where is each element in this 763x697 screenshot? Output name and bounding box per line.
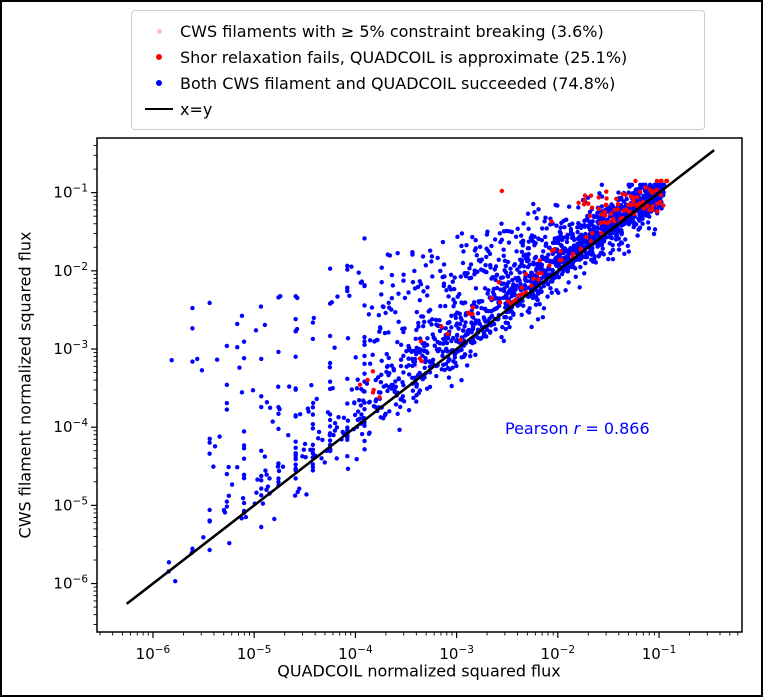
legend-item: x=y (138, 96, 698, 122)
legend: CWS filaments with ≥ 5% constraint break… (131, 10, 705, 130)
legend-marker (138, 107, 180, 111)
legend-label: x=y (180, 99, 213, 119)
plot-spines (96, 137, 743, 633)
legend-label: Shor relaxation fails, QUADCOIL is appro… (180, 47, 628, 67)
legend-marker (138, 54, 180, 60)
scatter-series-red (357, 178, 670, 400)
legend-item: Both CWS filament and QUADCOIL succeeded… (138, 70, 698, 96)
pearson-annotation: Pearson r = 0.866 (505, 419, 650, 438)
legend-marker-dot (156, 54, 162, 60)
scatter-layer (125, 149, 715, 605)
legend-marker (138, 28, 180, 34)
legend-marker (138, 80, 180, 86)
annotation-prefix: Pearson (505, 419, 574, 438)
tick-label: 10−2 (541, 644, 576, 663)
tick-label: 10−3 (439, 644, 474, 663)
x-axis-label: QUADCOIL normalized squared flux (277, 661, 561, 681)
tick-label: 10−5 (237, 644, 272, 663)
legend-marker-dot (156, 28, 162, 34)
identity-line (125, 149, 715, 605)
tick-label: 10−6 (136, 644, 171, 663)
tick-label: 10−1 (53, 183, 88, 202)
tick-label: 10−2 (53, 261, 88, 280)
tick-label: 10−6 (53, 574, 88, 593)
legend-item: Shor relaxation fails, QUADCOIL is appro… (138, 44, 698, 70)
legend-label: Both CWS filament and QUADCOIL succeeded… (180, 73, 616, 93)
axes: 10−6 10−5 10−4 10−3 10−2 10−1 10−6 10−5 10−4 10−3… (53, 137, 743, 663)
legend-marker-line (145, 107, 173, 111)
y-axis-label: CWS filament normalized squared flux (15, 231, 35, 539)
legend-marker-dot (156, 80, 162, 86)
tick-label: 10−5 (53, 495, 88, 514)
tick-label: 10−1 (642, 644, 677, 663)
tick-label: 10−3 (53, 339, 88, 358)
legend-label: CWS filaments with ≥ 5% constraint break… (180, 21, 604, 41)
annotation-value: = 0.866 (580, 419, 650, 438)
tick-label: 10−4 (338, 644, 373, 663)
annotation-r-symbol: r (573, 419, 581, 438)
tick-label: 10−4 (53, 417, 88, 436)
legend-item: CWS filaments with ≥ 5% constraint break… (138, 18, 698, 44)
